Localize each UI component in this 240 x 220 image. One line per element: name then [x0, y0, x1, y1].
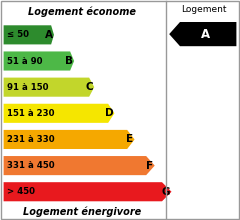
- Text: F: F: [146, 161, 154, 170]
- Text: B: B: [65, 56, 73, 66]
- Text: E: E: [126, 134, 133, 145]
- Text: 91 à 150: 91 à 150: [7, 83, 49, 92]
- Polygon shape: [4, 25, 54, 44]
- Text: Logement: Logement: [181, 6, 226, 14]
- Polygon shape: [4, 104, 114, 123]
- Polygon shape: [4, 51, 74, 71]
- Text: 231 à 330: 231 à 330: [7, 135, 55, 144]
- Polygon shape: [4, 130, 135, 149]
- Text: ≤ 50: ≤ 50: [7, 30, 29, 39]
- Text: Logement énergivore: Logement énergivore: [23, 206, 141, 217]
- Text: > 450: > 450: [7, 187, 35, 196]
- Polygon shape: [4, 156, 155, 175]
- Text: 331 à 450: 331 à 450: [7, 161, 55, 170]
- Text: G: G: [162, 187, 170, 197]
- Text: Logement économe: Logement économe: [28, 7, 136, 17]
- Text: C: C: [85, 82, 93, 92]
- Polygon shape: [4, 182, 172, 201]
- Polygon shape: [4, 78, 94, 97]
- Text: A: A: [201, 28, 210, 41]
- Text: 51 à 90: 51 à 90: [7, 57, 43, 66]
- Text: 151 à 230: 151 à 230: [7, 109, 55, 118]
- Polygon shape: [169, 22, 236, 46]
- Text: D: D: [105, 108, 113, 118]
- Text: A: A: [45, 30, 53, 40]
